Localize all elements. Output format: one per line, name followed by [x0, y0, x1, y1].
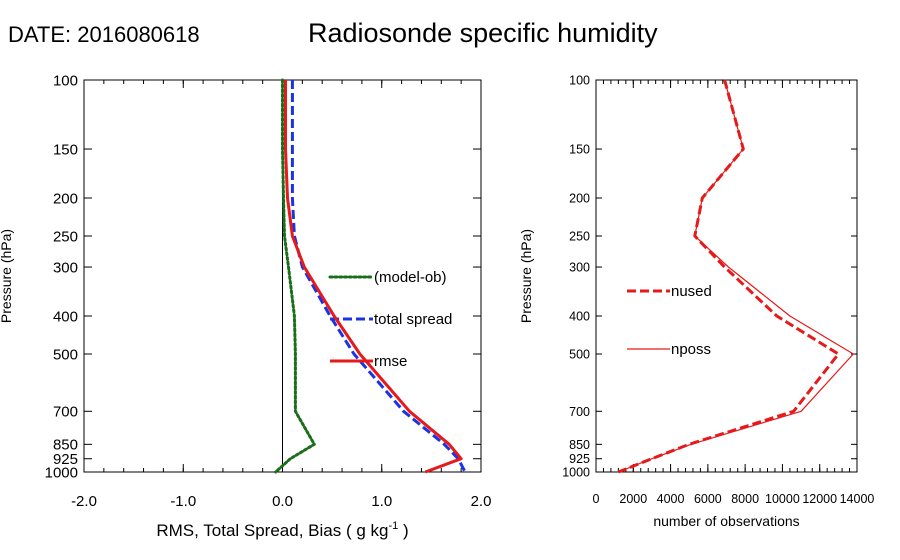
y-tick-label: 1000 [45, 464, 78, 481]
x-tick-label: 10000 [765, 492, 800, 506]
y-tick-label: 925 [569, 452, 590, 466]
y-tick-label: 250 [569, 229, 590, 243]
x-tick-label: 2000 [619, 492, 647, 506]
x-tick-label: 0.0 [272, 493, 293, 510]
series-line-model-ob [274, 78, 316, 474]
y-tick-label: 300 [53, 259, 78, 276]
y-tick-label: 500 [569, 347, 590, 361]
y-tick-label: 100 [569, 74, 590, 88]
plot-frame [595, 79, 858, 473]
x-tick-label: 4000 [657, 492, 685, 506]
legend-label-nposs: nposs [671, 341, 711, 358]
y-tick-label: 850 [569, 438, 590, 452]
legend-label-model-ob: (model-ob) [374, 269, 447, 286]
y-tick-label: 700 [53, 404, 78, 421]
series-line-nused [617, 79, 840, 474]
y-tick-label: 400 [569, 310, 590, 324]
legend-label-total-spread: total spread [374, 311, 452, 328]
series-line-total-spread [290, 80, 467, 473]
y-tick-label: 200 [53, 190, 78, 207]
chart-title: Radiosonde specific humidity [308, 18, 658, 48]
x-tick-label: -1.0 [170, 493, 196, 510]
y-tick-label: 1000 [562, 466, 590, 480]
x-tick-label: 1.0 [371, 493, 392, 510]
series-line-rmse [284, 80, 463, 474]
y-tick-label: 150 [53, 141, 78, 158]
legend-label-rmse: rmse [374, 353, 407, 370]
x-tick-label: -2.0 [71, 493, 97, 510]
y-tick-label: 300 [569, 261, 590, 275]
y-axis-label: Pressure (hPa) [518, 229, 534, 323]
x-tick-label: 12000 [802, 492, 837, 506]
y-axis-label: Pressure (hPa) [0, 229, 14, 323]
y-tick-label: 925 [53, 451, 78, 468]
legend-label-nused: nused [671, 283, 712, 300]
x-axis-label: number of observations [653, 513, 799, 529]
y-tick-label: 850 [53, 437, 78, 454]
x-axis-label: RMS, Total Spread, Bias ( g kg-1 ) [156, 520, 408, 540]
x-tick-label: 14000 [840, 492, 875, 506]
x-tick-label: 6000 [694, 492, 722, 506]
y-tick-label: 500 [53, 346, 78, 363]
x-tick-label: 2.0 [471, 493, 492, 510]
y-tick-label: 100 [53, 72, 78, 89]
x-tick-label: 0 [593, 492, 600, 506]
series-line-nposs [618, 79, 854, 473]
y-tick-label: 150 [569, 143, 590, 157]
date-label: DATE: 2016080618 [8, 22, 200, 47]
y-tick-label: 200 [569, 192, 590, 206]
y-tick-label: 250 [53, 228, 78, 245]
x-tick-label: 8000 [731, 492, 759, 506]
y-tick-label: 700 [569, 405, 590, 419]
y-tick-label: 400 [53, 308, 78, 325]
